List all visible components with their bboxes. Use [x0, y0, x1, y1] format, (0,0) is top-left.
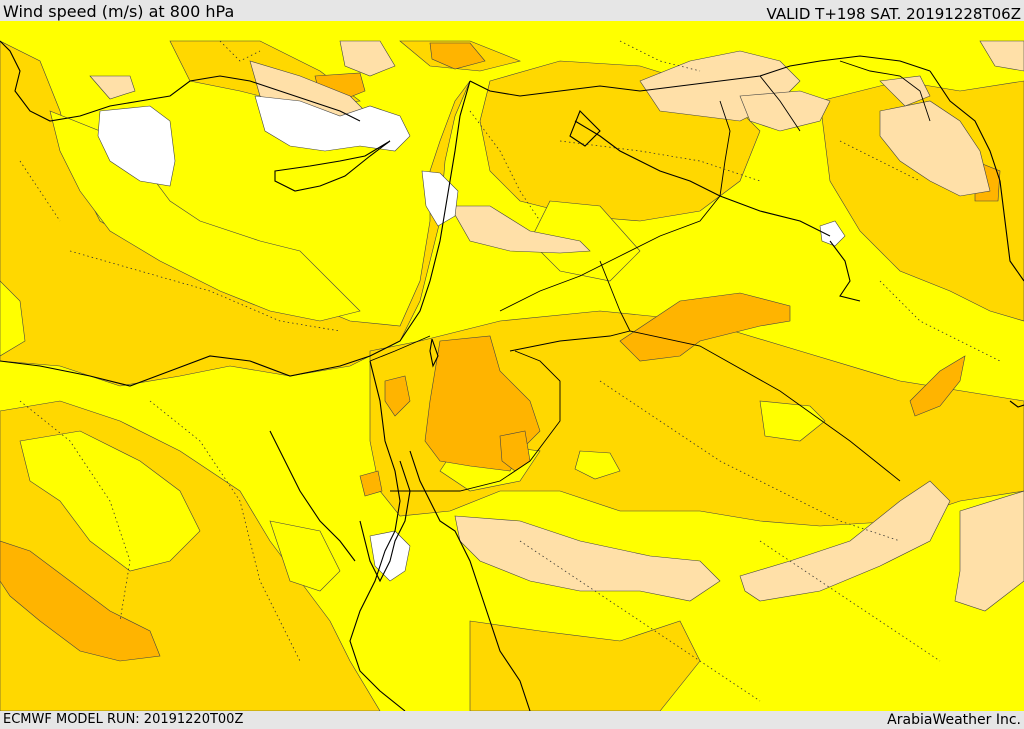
- header-bar: Wind speed (m/s) at 800 hPa VALID T+198 …: [0, 0, 1024, 23]
- coastlines: [0, 40, 1024, 711]
- map-canvas: [0, 21, 1024, 711]
- map-title: Wind speed (m/s) at 800 hPa: [3, 2, 235, 21]
- internal-boundaries: [19, 40, 1001, 702]
- wind-band-4-regions: [89, 40, 1024, 612]
- calm-regions: [97, 95, 846, 582]
- wind-speed-map: [0, 21, 1024, 711]
- footer-bar: ECMWF MODEL RUN: 20191220T00Z ArabiaWeat…: [0, 711, 1024, 729]
- credit-label: ArabiaWeather Inc.: [887, 712, 1021, 728]
- political-borders: [369, 60, 931, 492]
- model-run-label: ECMWF MODEL RUN: 20191220T00Z: [3, 712, 244, 727]
- valid-time: VALID T+198 SAT. 20191228T06Z: [766, 5, 1021, 23]
